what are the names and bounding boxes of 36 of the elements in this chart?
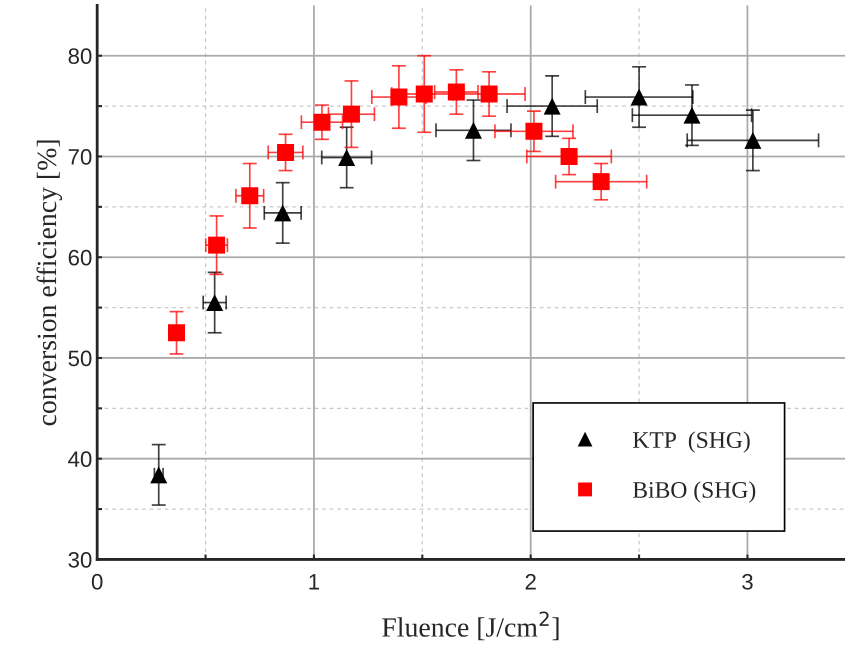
point	[208, 236, 226, 254]
point	[630, 88, 648, 106]
x-tick-label: 3	[742, 574, 753, 590]
point	[592, 173, 610, 190]
point	[544, 98, 561, 115]
y-tick-label: 70	[68, 149, 92, 165]
y-tick-label: 40	[68, 451, 92, 467]
point	[448, 83, 465, 101]
point	[416, 86, 433, 103]
y-tick-label: 30	[68, 552, 92, 568]
point	[560, 148, 578, 165]
point	[277, 144, 294, 161]
y-tick-label: 60	[68, 250, 92, 266]
point	[480, 86, 498, 103]
point	[744, 132, 762, 149]
y-axis-title: conversion efficiency [%]	[36, 140, 62, 426]
point	[390, 88, 408, 106]
point	[338, 148, 356, 166]
point	[150, 466, 168, 484]
point	[206, 294, 224, 312]
point	[313, 114, 330, 131]
y-tick-label: 80	[68, 48, 92, 64]
point	[683, 106, 700, 124]
point	[464, 122, 482, 139]
legend-label: BiBO (SHG)	[632, 481, 756, 503]
legend-label: KTP (SHG)	[632, 431, 750, 453]
x-tick-label: 1	[309, 574, 320, 590]
point	[241, 187, 258, 204]
y-tick-label: 50	[68, 350, 92, 366]
x-tick-label: 2	[526, 574, 536, 590]
x-axis-title: Fluence [J/cm$^{2}$]	[382, 611, 559, 640]
point	[168, 324, 186, 342]
point	[525, 122, 542, 140]
point	[274, 204, 292, 222]
x-tick-label: 0	[92, 574, 102, 590]
point	[342, 106, 360, 123]
